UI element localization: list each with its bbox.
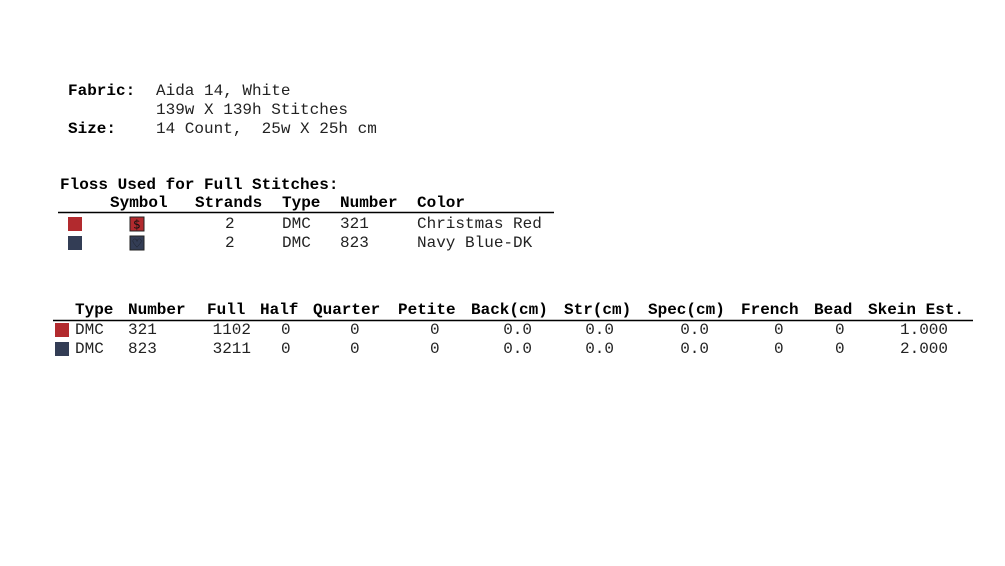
cell: 0.0	[680, 340, 709, 358]
cell: 2.000	[900, 340, 948, 358]
symbol-swatch	[129, 216, 145, 232]
cell: 0.0	[503, 340, 532, 358]
symbol: ♡	[132, 237, 143, 251]
color-swatch	[55, 342, 69, 356]
column-header: French	[741, 301, 799, 319]
cell: 0.0	[585, 321, 614, 339]
column-header: Color	[417, 194, 465, 212]
cell: 0	[835, 340, 845, 358]
cell: 0	[835, 321, 845, 339]
cell: 0	[774, 321, 784, 339]
cell: 321	[128, 321, 157, 339]
color-swatch	[55, 323, 69, 337]
cell: 3211	[213, 340, 251, 358]
cell: 0.0	[680, 321, 709, 339]
cell: 0	[350, 321, 360, 339]
cell: 0.0	[585, 340, 614, 358]
cell: DMC	[75, 340, 104, 358]
cell: 0	[350, 340, 360, 358]
fabric-label: Fabric:	[68, 82, 135, 100]
strands: 2	[225, 234, 235, 252]
color-name: Navy Blue-DK	[417, 234, 533, 252]
symbol-swatch	[129, 235, 145, 251]
column-header: Symbol	[110, 194, 168, 212]
color-swatch	[68, 236, 82, 250]
color-swatch	[68, 217, 82, 231]
floss-type: DMC	[282, 234, 311, 252]
cell: DMC	[75, 321, 104, 339]
fabric-value: 139w X 139h Stitches	[156, 101, 348, 119]
size-label: Size:	[68, 120, 116, 138]
column-header: Full	[207, 301, 245, 319]
column-header: Number	[128, 301, 186, 319]
cell: 0	[774, 340, 784, 358]
cell: 1102	[213, 321, 251, 339]
color-name: Christmas Red	[417, 215, 542, 233]
floss-number: 321	[340, 215, 369, 233]
column-header: Petite	[398, 301, 456, 319]
column-header: Type	[282, 194, 320, 212]
cell: 0	[430, 321, 440, 339]
column-header: Quarter	[313, 301, 380, 319]
cell: 1.000	[900, 321, 948, 339]
cell: 823	[128, 340, 157, 358]
cell: 0	[281, 340, 291, 358]
column-header: Skein Est.	[868, 301, 964, 319]
column-header: Half	[260, 301, 298, 319]
column-header: Spec(cm)	[648, 301, 725, 319]
size-value: 14 Count, 25w X 25h cm	[156, 120, 377, 138]
column-header: Strands	[195, 194, 262, 212]
cell: 0.0	[503, 321, 532, 339]
column-header: Bead	[814, 301, 852, 319]
symbol: $	[133, 218, 141, 232]
fabric-value: Aida 14, White	[156, 82, 290, 100]
column-header: Str(cm)	[564, 301, 631, 319]
cell: 0	[430, 340, 440, 358]
column-header: Number	[340, 194, 398, 212]
strands: 2	[225, 215, 235, 233]
floss-number: 823	[340, 234, 369, 252]
floss-type: DMC	[282, 215, 311, 233]
floss-title: Floss Used for Full Stitches:	[60, 176, 338, 194]
column-header: Back(cm)	[471, 301, 548, 319]
column-header: Type	[75, 301, 113, 319]
cell: 0	[281, 321, 291, 339]
